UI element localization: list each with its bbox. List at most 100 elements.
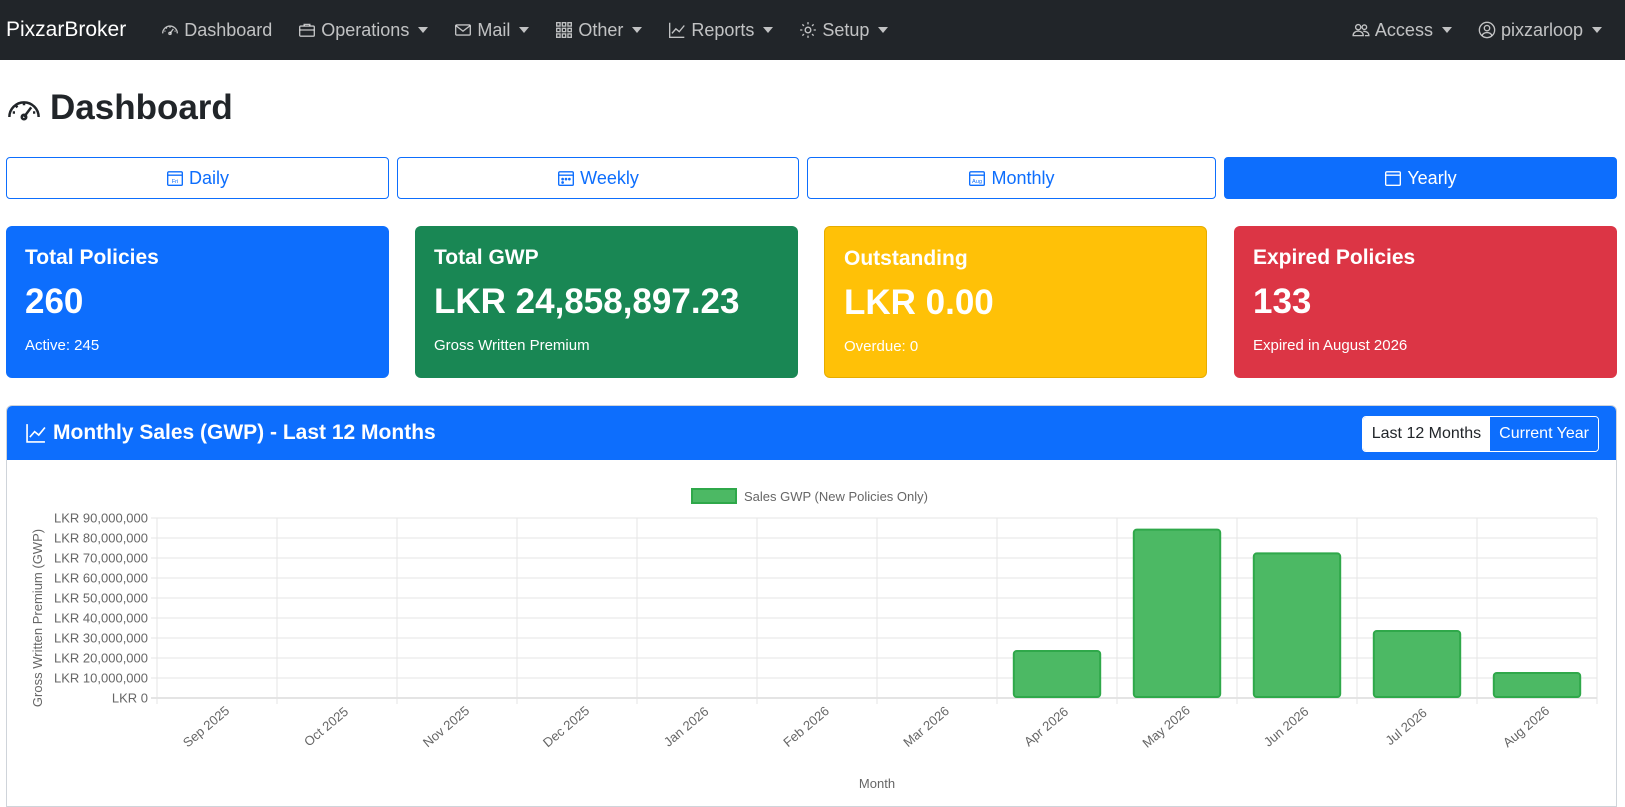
calendar-day-icon-text: Fri (172, 179, 179, 185)
chart-bar (1372, 630, 1462, 698)
x-tick-label: Apr 2026 (1021, 704, 1071, 749)
period-daily-label: Daily (188, 167, 229, 188)
chevron-down-icon (1592, 27, 1602, 33)
card-title: Total GWP (434, 246, 539, 269)
y-tick-label: LKR 80,000,000 (54, 531, 148, 546)
card-value: LKR 0.00 (844, 283, 994, 322)
y-tick-label: LKR 90,000,000 (54, 511, 148, 526)
nav-access[interactable]: Access (1339, 0, 1465, 60)
calendar-icon (1385, 171, 1402, 186)
nav-setup[interactable]: Setup (786, 0, 901, 60)
sales-bar-chart: LKR 0 LKR 10,000,000 LKR 20,000,000 LKR 30,… (30, 488, 1598, 791)
period-monthly-button[interactable]: Aug Monthly (807, 157, 1216, 199)
card-subtext: Active: 245 (25, 337, 100, 354)
y-tick-label: LKR 70,000,000 (54, 551, 148, 566)
x-tick-label: Mar 2026 (900, 703, 952, 750)
card-subtext: Expired in August 2026 (1253, 337, 1408, 354)
nav-reports[interactable]: Reports (655, 0, 786, 60)
y-tick-label: LKR 0 (112, 691, 148, 706)
y-tick-label: LKR 20,000,000 (54, 651, 148, 666)
nav-access-label: Access (1374, 19, 1433, 40)
y-tick-label: LKR 50,000,000 (54, 591, 148, 606)
chevron-down-icon (763, 27, 774, 33)
nav-menu: Dashboard Operations Mail Other Reports … (148, 0, 901, 60)
x-tick-label: Sep 2025 (180, 703, 232, 750)
card-subtext: Gross Written Premium (434, 337, 590, 354)
x-tick-label: Nov 2025 (420, 703, 472, 750)
period-daily-button[interactable]: Fri Daily (6, 157, 389, 199)
nav-user[interactable]: pixzarloop (1465, 0, 1615, 60)
top-navbar: PixzarBroker Dashboard Operations Mail O… (0, 0, 1625, 60)
calendar-month-icon-text: Aug (972, 179, 982, 185)
card-title: Expired Policies (1253, 246, 1416, 269)
x-tick-label: Jul 2026 (1382, 705, 1429, 748)
user-circle-icon (1478, 21, 1496, 39)
gear-icon (800, 22, 817, 38)
x-axis-title: Month (859, 776, 895, 791)
page-title-text: Dashboard (50, 88, 233, 127)
chevron-down-icon (1441, 27, 1452, 33)
x-tick-label: Feb 2026 (780, 703, 832, 750)
panel-header: Monthly Sales (GWP) - Last 12 Months Las… (7, 406, 1616, 460)
y-tick-label: LKR 10,000,000 (54, 671, 148, 686)
nav-dashboard[interactable]: Dashboard (148, 0, 285, 60)
people-icon (1352, 23, 1370, 37)
card-total-gwp: Total GWP LKR 24,858,897.23 Gross Writte… (415, 226, 798, 378)
calendar-month-icon: Aug (969, 171, 986, 186)
nav-other[interactable]: Other (542, 0, 655, 60)
card-value: 260 (25, 282, 84, 321)
x-tick-label: Dec 2025 (540, 703, 592, 750)
period-weekly-button[interactable]: Weekly (397, 157, 799, 199)
x-tick-label: Oct 2025 (301, 704, 351, 749)
card-expired-policies: Expired Policies 133 Expired in August 2… (1234, 226, 1617, 378)
card-outstanding: Outstanding LKR 0.00 Overdue: 0 (824, 226, 1207, 378)
chevron-down-icon (878, 27, 889, 33)
x-tick-label: Aug 2026 (1500, 703, 1552, 750)
calendar-week-icon (558, 171, 575, 186)
chart-bar (1012, 650, 1102, 698)
envelope-icon (455, 24, 472, 36)
nav-right-menu: Access pixzarloop (1339, 0, 1615, 60)
y-axis-title: Gross Written Premium (GWP) (30, 529, 45, 707)
chevron-down-icon (418, 27, 429, 33)
card-value: LKR 24,858,897.23 (434, 282, 740, 321)
card-value: 133 (1253, 282, 1312, 321)
speedometer-icon (162, 25, 179, 36)
chevron-down-icon (632, 27, 643, 33)
calendar-day-icon: Fri (166, 171, 183, 186)
nav-dashboard-label: Dashboard (184, 19, 273, 40)
chevron-down-icon (519, 27, 530, 33)
chart-line-icon (26, 424, 46, 443)
chart-line-icon (669, 22, 686, 38)
briefcase-icon (299, 23, 316, 37)
grid-icon (556, 22, 573, 38)
nav-mail[interactable]: Mail (441, 0, 542, 60)
period-monthly-label: Monthly (991, 167, 1055, 188)
speedometer-icon (8, 101, 40, 121)
x-tick-label: May 2026 (1139, 702, 1192, 750)
chart-bar (1252, 552, 1342, 699)
card-total-policies: Total Policies 260 Active: 245 (6, 226, 389, 378)
nav-other-label: Other (578, 19, 624, 40)
period-yearly-button[interactable]: Yearly (1224, 157, 1617, 199)
toggle-last-12-months[interactable]: Last 12 Months (1362, 417, 1491, 451)
brand-logo[interactable]: PixzarBroker (6, 18, 127, 41)
toggle-current-year[interactable]: Current Year (1490, 417, 1598, 451)
range-toggle: Last 12 Months Current Year (1361, 416, 1599, 452)
nav-operations[interactable]: Operations (285, 0, 441, 60)
nav-operations-label: Operations (321, 19, 410, 40)
nav-user-label: pixzarloop (1500, 19, 1583, 40)
y-tick-label: LKR 30,000,000 (54, 631, 148, 646)
legend-swatch (691, 488, 737, 504)
x-tick-label: Jan 2026 (661, 704, 712, 750)
monthly-sales-panel: Monthly Sales (GWP) - Last 12 Months Las… (6, 405, 1617, 807)
nav-setup-label: Setup (822, 19, 870, 40)
y-tick-label: LKR 60,000,000 (54, 571, 148, 586)
panel-title: Monthly Sales (GWP) - Last 12 Months (53, 421, 436, 444)
period-weekly-label: Weekly (580, 167, 639, 188)
nav-reports-label: Reports (691, 19, 755, 40)
page-title: Dashboard (6, 88, 233, 128)
legend-label: Sales GWP (New Policies Only) (744, 489, 928, 504)
y-tick-label: LKR 40,000,000 (54, 611, 148, 626)
chart-bar (1132, 528, 1222, 698)
